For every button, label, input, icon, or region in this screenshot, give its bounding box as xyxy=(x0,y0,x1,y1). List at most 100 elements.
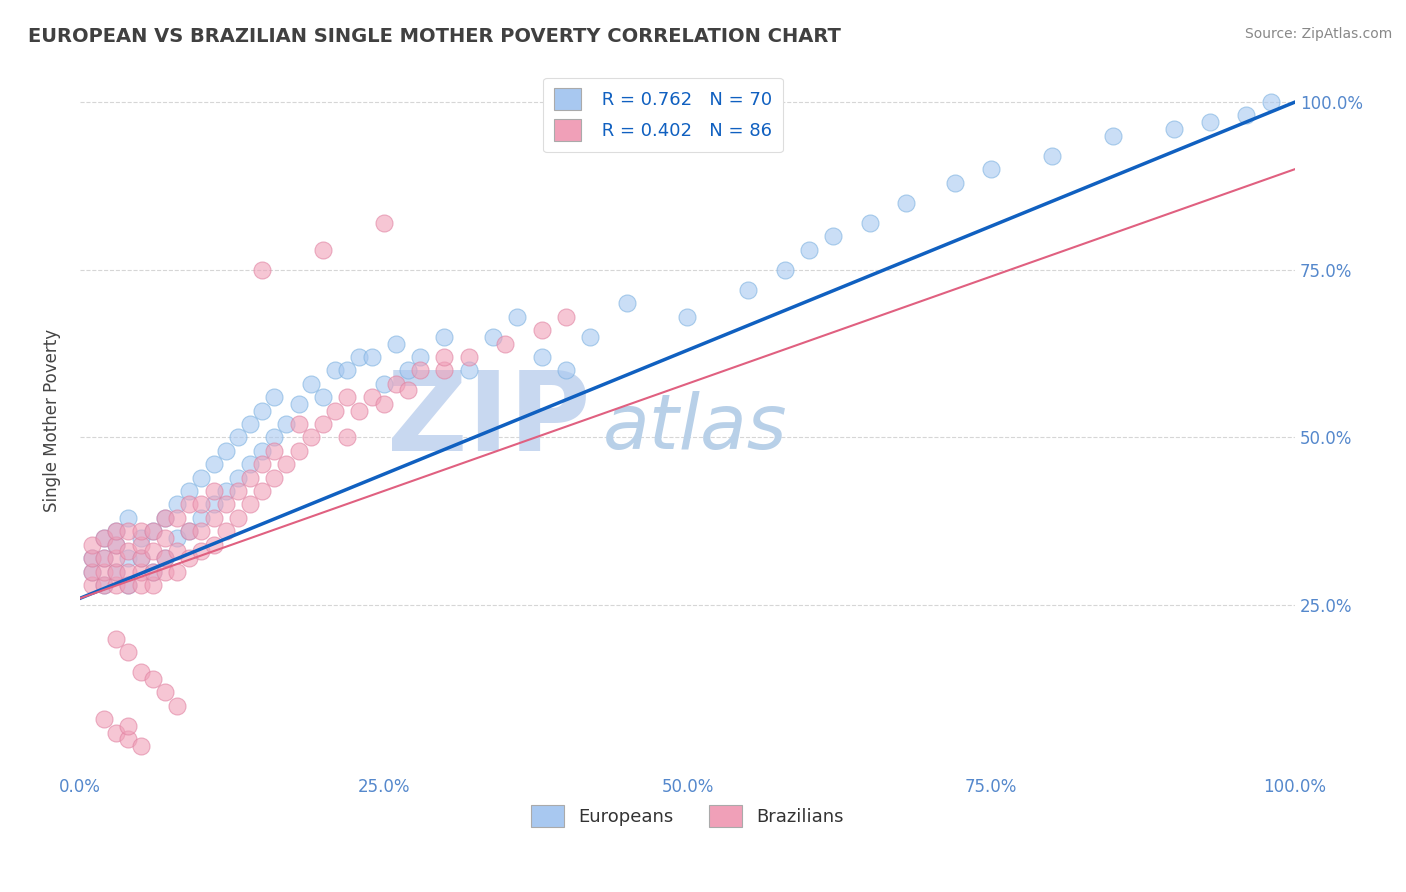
Point xyxy=(336,390,359,404)
Point xyxy=(409,350,432,364)
Point xyxy=(129,524,152,539)
Point xyxy=(179,498,201,512)
Point xyxy=(312,243,335,257)
Point xyxy=(1163,121,1185,136)
Point xyxy=(105,578,128,592)
Point xyxy=(276,417,298,431)
Point xyxy=(263,430,285,444)
Legend: Europeans, Brazilians: Europeans, Brazilians xyxy=(524,797,851,834)
Point xyxy=(250,457,273,471)
Point xyxy=(349,350,371,364)
Point xyxy=(202,484,225,499)
Point xyxy=(117,645,139,659)
Point xyxy=(336,430,359,444)
Point xyxy=(299,430,322,444)
Point xyxy=(263,390,285,404)
Text: atlas: atlas xyxy=(602,391,787,465)
Point xyxy=(250,262,273,277)
Point xyxy=(179,524,201,539)
Point xyxy=(93,712,115,726)
Point xyxy=(457,350,479,364)
Point xyxy=(142,565,165,579)
Point xyxy=(105,551,128,566)
Point xyxy=(93,551,115,566)
Point xyxy=(117,578,139,592)
Point xyxy=(859,216,882,230)
Point xyxy=(153,685,176,699)
Point xyxy=(373,216,395,230)
Point xyxy=(129,538,152,552)
Point xyxy=(142,524,165,539)
Point xyxy=(202,538,225,552)
Point xyxy=(215,484,238,499)
Point xyxy=(215,443,238,458)
Point xyxy=(93,578,115,592)
Point xyxy=(457,363,479,377)
Point xyxy=(385,376,408,391)
Point xyxy=(239,417,262,431)
Point xyxy=(105,632,128,646)
Point xyxy=(980,162,1002,177)
Y-axis label: Single Mother Poverty: Single Mother Poverty xyxy=(44,329,60,512)
Point xyxy=(1101,128,1123,143)
Point xyxy=(896,195,918,210)
Point xyxy=(117,544,139,558)
Point xyxy=(226,484,249,499)
Point xyxy=(1040,149,1063,163)
Point xyxy=(433,330,456,344)
Point xyxy=(80,565,103,579)
Point xyxy=(373,397,395,411)
Point xyxy=(506,310,529,324)
Point xyxy=(166,544,188,558)
Point xyxy=(737,283,759,297)
Point xyxy=(1260,95,1282,109)
Point xyxy=(153,511,176,525)
Point xyxy=(250,443,273,458)
Point xyxy=(409,363,432,377)
Point xyxy=(117,524,139,539)
Point xyxy=(360,390,382,404)
Point xyxy=(190,511,212,525)
Point xyxy=(1199,115,1222,129)
Point xyxy=(202,498,225,512)
Point xyxy=(349,403,371,417)
Point xyxy=(773,262,796,277)
Point xyxy=(142,544,165,558)
Point xyxy=(117,732,139,747)
Point xyxy=(287,417,309,431)
Point xyxy=(482,330,505,344)
Point xyxy=(336,363,359,377)
Point xyxy=(105,725,128,739)
Point xyxy=(93,531,115,545)
Point xyxy=(179,524,201,539)
Point xyxy=(360,350,382,364)
Point xyxy=(530,350,553,364)
Point xyxy=(80,551,103,566)
Text: EUROPEAN VS BRAZILIAN SINGLE MOTHER POVERTY CORRELATION CHART: EUROPEAN VS BRAZILIAN SINGLE MOTHER POVE… xyxy=(28,27,841,45)
Point xyxy=(215,524,238,539)
Point xyxy=(129,739,152,753)
Point xyxy=(579,330,602,344)
Point xyxy=(129,665,152,680)
Point xyxy=(239,498,262,512)
Point xyxy=(287,443,309,458)
Point xyxy=(105,538,128,552)
Point xyxy=(226,511,249,525)
Point xyxy=(530,323,553,337)
Point xyxy=(555,310,578,324)
Point xyxy=(105,524,128,539)
Point xyxy=(80,538,103,552)
Point xyxy=(93,578,115,592)
Point xyxy=(117,511,139,525)
Point xyxy=(80,578,103,592)
Point xyxy=(312,417,335,431)
Point xyxy=(153,531,176,545)
Point xyxy=(117,719,139,733)
Text: Source: ZipAtlas.com: Source: ZipAtlas.com xyxy=(1244,27,1392,41)
Point xyxy=(215,498,238,512)
Point xyxy=(263,470,285,484)
Point xyxy=(202,457,225,471)
Point xyxy=(117,565,139,579)
Point xyxy=(153,551,176,566)
Point xyxy=(105,565,128,579)
